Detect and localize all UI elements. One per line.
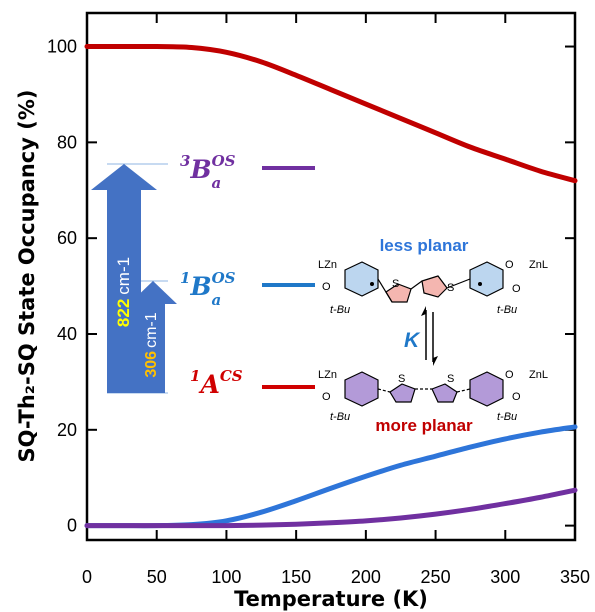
y-axis-title: SQ-Th₂-SQ State Occupancy (%) xyxy=(15,90,39,463)
level-1A-mult: 1 xyxy=(190,367,200,385)
o-top-left: O xyxy=(322,281,331,293)
o-bottom-right: O xyxy=(505,369,514,381)
x-axis-title: Temperature (K) xyxy=(234,587,428,611)
thiophene-2-top xyxy=(421,275,448,298)
molecule-less-planar: LZn O t-Bu S S O ZnL O t-Bu xyxy=(318,259,548,316)
level-1B: 1BOS a xyxy=(180,269,315,309)
arrow-306-label: 306 cm-1 xyxy=(143,312,160,377)
plot-frame xyxy=(85,11,577,542)
tbu-top-right: t-Bu xyxy=(497,304,517,316)
ring-left-top xyxy=(344,261,379,297)
arrow-306: 306 cm-1 xyxy=(129,281,177,393)
arrow-306-shape xyxy=(129,281,177,393)
tbu-top-left: t-Bu xyxy=(330,304,350,316)
x-tick-label: 0 xyxy=(82,567,92,587)
equilibrium-constant: K xyxy=(404,329,421,352)
o-bottom-left: O xyxy=(322,391,331,403)
arrow-822-shape xyxy=(91,164,157,393)
x-tick-label: 200 xyxy=(351,567,381,587)
level-1B-sub: a xyxy=(211,291,221,309)
x-tick-label: 100 xyxy=(211,567,241,587)
molecule-structures: less planar LZn O t-Bu S S O ZnL O t-Bu xyxy=(318,236,548,435)
level-1B-mult: 1 xyxy=(180,269,190,287)
energy-level-diagram: 822cm-1 306cm-1 3BOS a 1BOS a xyxy=(91,152,315,399)
molecule-more-planar: LZn O t-Bu S S O ZnL O t-Bu xyxy=(318,369,548,423)
level-3B-sup: OS xyxy=(212,152,236,170)
series-1B-os xyxy=(84,424,578,529)
arrow-822-label: 822 cm-1 xyxy=(114,257,133,327)
o-bottom-right-2: O xyxy=(512,391,521,403)
series-3B-os xyxy=(84,487,578,529)
s2-top: S xyxy=(447,282,454,294)
arrow-822: 822 cm-1 xyxy=(91,164,157,393)
ring-right-bottom xyxy=(469,371,504,407)
x-tick-label: 350 xyxy=(560,567,590,587)
level-3B-sub: a xyxy=(211,174,221,192)
ring-left-bottom xyxy=(344,371,379,407)
y-tick-label: 0 xyxy=(67,516,77,536)
y-tick-label: 80 xyxy=(57,132,77,152)
series-1A-cs xyxy=(84,43,578,184)
level-3B: 3BOS a xyxy=(180,152,315,192)
tbu-bottom-right: t-Bu xyxy=(497,411,517,423)
x-tick-label: 300 xyxy=(490,567,520,587)
thiophene-1-bottom xyxy=(389,383,416,403)
ring-right-top xyxy=(469,261,504,297)
y-tick-label: 60 xyxy=(57,228,77,248)
level-1B-label: 1BOS a xyxy=(180,269,236,309)
equilibrium: K xyxy=(404,306,438,366)
s2-bottom: S xyxy=(447,373,454,385)
axis-ticks: 0 50 100 150 200 250 300 350 0 20 40 60 80 100 xyxy=(47,13,590,587)
level-1A-sup: CS xyxy=(220,367,243,385)
s1-bottom: S xyxy=(398,373,405,385)
znl-bottom: ZnL xyxy=(529,369,548,381)
s1-top: S xyxy=(392,278,399,290)
lzn-bottom: LZn xyxy=(318,369,337,381)
level-1B-sup: OS xyxy=(212,269,236,287)
x-tick-label: 250 xyxy=(421,567,451,587)
o-top-right-2: O xyxy=(512,283,521,295)
level-3B-mult: 3 xyxy=(180,152,190,170)
y-tick-label: 20 xyxy=(57,420,77,440)
tbu-bottom-left: t-Bu xyxy=(330,411,350,423)
level-1A-label: 1ACS xyxy=(190,367,243,399)
x-tick-label: 50 xyxy=(147,567,167,587)
thiophene-2-bottom xyxy=(431,383,458,403)
less-planar-label: less planar xyxy=(380,236,469,255)
level-3B-label: 3BOS a xyxy=(180,152,236,192)
level-1A: 1ACS xyxy=(190,367,315,399)
znl-top: ZnL xyxy=(529,259,548,271)
arrow-822-unit: cm-1 xyxy=(114,257,133,295)
lzn-top: LZn xyxy=(318,259,337,271)
y-tick-label: 100 xyxy=(47,37,77,57)
series-layer xyxy=(84,43,578,529)
arrow-306-unit: cm-1 xyxy=(143,312,160,348)
x-tick-label: 150 xyxy=(281,567,311,587)
more-planar-label: more planar xyxy=(375,416,473,435)
arrow-306-value: 306 xyxy=(143,351,160,378)
arrow-822-value: 822 xyxy=(114,299,133,327)
y-tick-label: 40 xyxy=(57,324,77,344)
o-top-right: O xyxy=(505,259,514,271)
